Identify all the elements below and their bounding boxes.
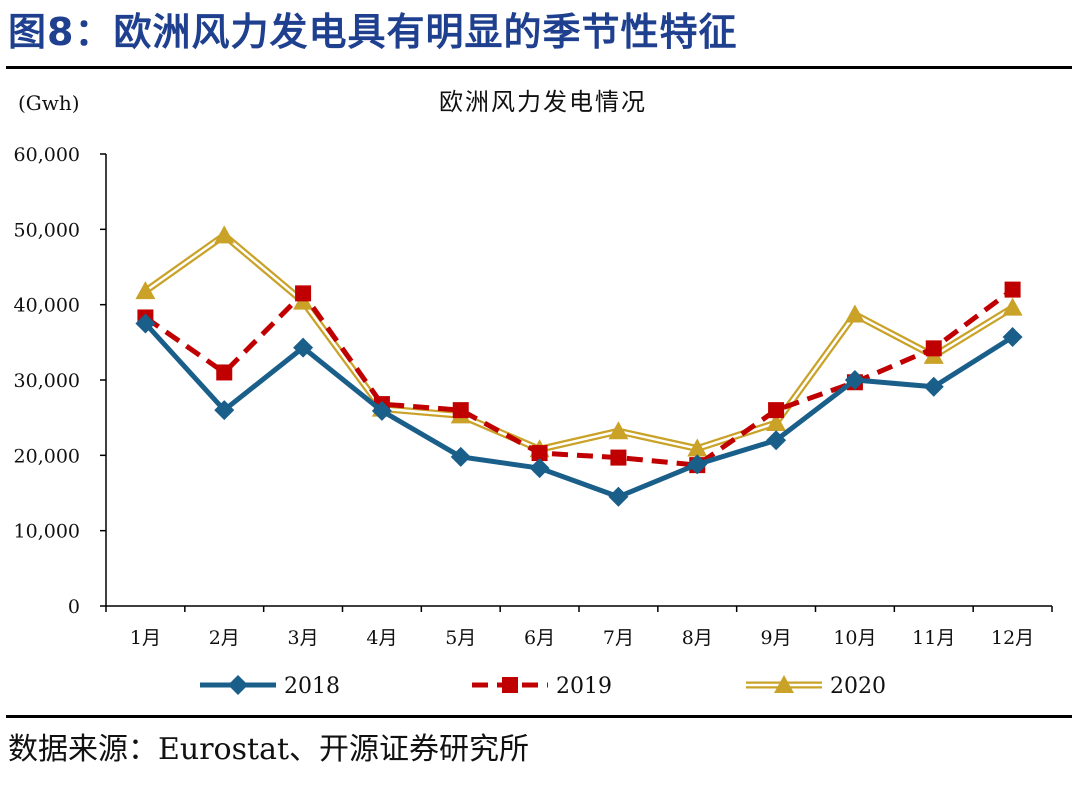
series-layer [135, 225, 1023, 507]
legend-label-2019: 2019 [556, 674, 612, 699]
legend: 2018 2019 2020 [200, 674, 886, 699]
axes: 0 10,000 20,000 30,000 40,000 50,000 60,000 1月 2… [14, 144, 1053, 649]
data-point-2018 [529, 458, 550, 479]
data-point-2018 [844, 370, 865, 390]
data-point-2018 [923, 376, 944, 397]
legend-item-2020: 2020 [746, 674, 886, 699]
x-tick-label: 9月 [761, 627, 792, 649]
legend-item-2018: 2018 [200, 674, 340, 699]
x-tick-label: 10月 [833, 627, 876, 649]
top-divider [6, 66, 1072, 69]
wind-power-chart: 欧洲风力发电情况 (Gwh) 0 10,000 20,000 30,000 40,000… [14, 88, 1053, 699]
x-tick-label: 6月 [524, 627, 555, 649]
data-point-2020 [766, 412, 787, 431]
data-point-2018 [766, 430, 787, 451]
x-tick-label: 12月 [991, 627, 1034, 649]
data-point-2018 [293, 337, 314, 358]
data-point-2019 [925, 340, 942, 357]
x-tick-label: 8月 [682, 627, 713, 649]
series-line-inner-2020 [144, 233, 1014, 451]
x-tick-label: 2月 [209, 627, 240, 649]
data-point-2020 [687, 438, 708, 457]
data-point-2018 [135, 313, 156, 334]
data-point-2019 [216, 364, 233, 381]
y-tick-label: 60,000 [14, 144, 80, 166]
data-point-2019 [531, 445, 548, 462]
series-2019 [137, 281, 1021, 474]
series-2018 [135, 313, 1023, 507]
data-point-2018 [450, 446, 471, 467]
x-tick-label: 11月 [912, 627, 955, 649]
bottom-divider [6, 715, 1072, 718]
y-tick-label: 10,000 [14, 521, 80, 543]
x-tick-label: 5月 [445, 627, 476, 649]
data-point-2020 [214, 225, 235, 244]
legend-item-2019: 2019 [472, 674, 612, 699]
figure-title: 图8：欧洲风力发电具有明显的季节性特征 [8, 10, 738, 54]
y-tick-label: 50,000 [14, 219, 80, 241]
data-point-2020 [1002, 297, 1023, 316]
data-point-2020 [135, 281, 156, 300]
data-point-2019 [610, 449, 627, 466]
series-line-2020 [143, 230, 1015, 453]
x-tick-label: 3月 [288, 627, 319, 649]
legend-marker-2018 [228, 675, 248, 695]
y-tick-label: 40,000 [14, 295, 80, 317]
data-point-2019 [295, 285, 312, 302]
data-point-2018 [214, 400, 235, 421]
legend-marker-2020 [774, 675, 794, 693]
chart-title: 欧洲风力发电情况 [439, 88, 647, 116]
data-point-2020 [608, 421, 629, 440]
data-point-2020 [844, 304, 865, 323]
legend-marker-2019 [502, 677, 518, 693]
data-point-2018 [371, 400, 392, 421]
y-tick-label: 30,000 [14, 370, 80, 392]
data-point-2018 [608, 486, 629, 507]
series-line-2019 [143, 287, 1015, 468]
series-line-2018 [143, 321, 1014, 500]
data-point-2019 [452, 402, 469, 419]
y-tick-label: 0 [68, 596, 80, 618]
x-tick-label: 4月 [366, 627, 397, 649]
x-tick-label: 1月 [130, 627, 161, 649]
data-point-2019 [1004, 281, 1021, 298]
x-tick-label: 7月 [603, 627, 634, 649]
data-point-2018 [1002, 327, 1023, 348]
y-tick-label: 20,000 [14, 445, 80, 467]
data-point-2019 [768, 402, 785, 419]
y-axis-unit-label: (Gwh) [18, 91, 80, 115]
data-point-2018 [687, 454, 708, 475]
legend-label-2020: 2020 [830, 674, 886, 699]
data-source-note: 数据来源：Eurostat、开源证券研究所 [8, 732, 530, 767]
series-2020 [135, 225, 1023, 458]
legend-label-2018: 2018 [284, 674, 340, 699]
